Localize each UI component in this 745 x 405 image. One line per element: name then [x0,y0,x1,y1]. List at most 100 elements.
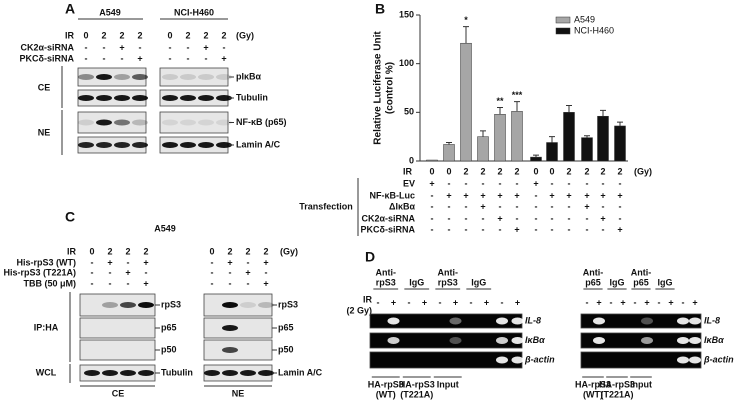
cell: 2 [137,30,142,40]
group-label: (WT) [376,389,396,399]
band [96,95,112,101]
cell: - [465,213,468,223]
band [138,370,154,376]
cell: 2 [125,246,130,256]
row-label: His-rpS3 (T221A) [3,267,76,277]
band [222,370,238,376]
x-axis-label: IR [403,166,413,176]
table-title: Transfection [299,201,353,211]
cell: 2 [101,30,106,40]
cell: - [602,178,605,188]
band [387,317,400,325]
band [222,347,238,353]
error-bar [584,135,590,138]
cell: + [263,257,268,267]
cell: - [187,53,190,63]
band [258,302,274,308]
cell: + [584,190,589,200]
cell: + [221,53,226,63]
band [84,370,100,376]
band-label: p50 [161,344,177,354]
row-label: ΔIκBα [389,201,415,211]
cell: - [465,224,468,234]
gene-label: IκBα [704,335,724,345]
cell: - [568,213,571,223]
band [120,302,136,308]
band-label: Tubulin [236,92,268,102]
cell: - [465,178,468,188]
band [222,325,238,331]
band [677,356,689,364]
x-tick-label: 0 [549,166,554,176]
band [641,317,653,325]
x-tick-label: 2 [617,166,622,176]
band [511,317,524,325]
cell: - [516,201,519,211]
cell: 2 [227,246,232,256]
band-label: NF-κB (p65) [236,117,287,127]
band [102,370,118,376]
cell: 0 [209,246,214,256]
cell: - [431,201,434,211]
cell: + [143,278,148,288]
band [593,337,605,344]
cell: + [692,297,697,307]
cell: - [247,278,250,288]
error-bar [463,26,469,44]
cell: - [431,213,434,223]
blot-frame [79,317,156,339]
band [198,142,214,148]
cell: - [448,201,451,211]
band [180,95,196,101]
bar [443,144,455,162]
group-header: A549 [99,7,121,17]
band-label: Lamin A/C [236,139,281,149]
cell: - [482,213,485,223]
legend-label: NCI-H460 [574,25,614,35]
group-label: (WT) [583,389,603,399]
cell: - [658,297,661,307]
bar [581,137,593,162]
cell: + [644,297,649,307]
cell: - [516,178,519,188]
cell: 2 [185,30,190,40]
cell: + [620,297,625,307]
cell: - [586,178,589,188]
band [511,337,524,344]
cell: - [682,297,685,307]
cell: - [211,278,214,288]
group-label: Input [437,379,459,389]
gene-label: IL-8 [704,315,720,325]
fraction-label: CE [38,82,51,92]
band [689,317,701,325]
cell: - [91,267,94,277]
cell: + [514,190,519,200]
x-tick-label: 2 [584,166,589,176]
error-bar [497,106,503,115]
x-tick-label: 2 [480,166,485,176]
cell: + [429,178,434,188]
cell: - [586,213,589,223]
legend-swatch [555,27,571,35]
cell: - [619,213,622,223]
cell: - [223,42,226,52]
band [132,119,148,126]
bar [494,114,506,162]
legend-swatch [555,16,571,24]
group-header: A549 [154,223,176,233]
cell: - [85,53,88,63]
bar [477,136,489,162]
cell: + [453,297,458,307]
cell: + [584,201,589,211]
error-bar [446,142,452,145]
y-axis-label: (control %) [385,62,396,114]
antibody-label: rpS3 [438,277,458,287]
cell: - [211,267,214,277]
cell: + [480,201,485,211]
cell: + [463,190,468,200]
cell: 0 [89,246,94,256]
band [162,142,178,148]
cell: - [568,224,571,234]
band [120,370,136,376]
band [496,356,508,364]
